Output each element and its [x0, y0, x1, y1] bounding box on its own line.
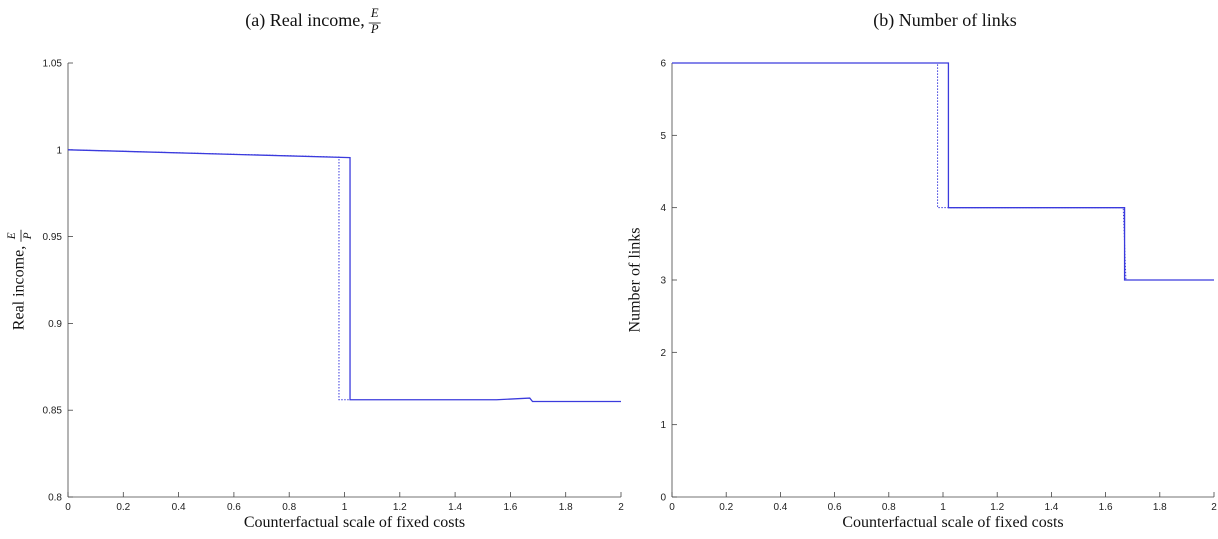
x-tick-label: 1 — [342, 502, 348, 513]
y-tick-label: 1.05 — [43, 59, 63, 70]
y-tick-label: 4 — [660, 203, 666, 214]
y-tick-label: 0.85 — [43, 406, 63, 417]
label-group: Number of links — [627, 228, 644, 333]
x-tick-label: 0 — [65, 502, 71, 513]
x-tick-label: 1.6 — [1099, 502, 1113, 513]
data-line — [67, 149, 621, 403]
label-text: (a) Real income, — [245, 10, 364, 31]
fraction-denominator: P — [22, 232, 34, 240]
label-group: Real income, E P — [6, 229, 34, 330]
x-tick-label: 1.4 — [448, 502, 462, 513]
fraction-denominator: P — [370, 22, 379, 36]
x-tick-label: 0.8 — [282, 502, 296, 513]
y-tick-label: 1 — [56, 145, 62, 156]
y-tick-label: 0.9 — [48, 319, 62, 330]
x-tick-label: 0 — [669, 502, 675, 513]
x-tick-label: 1.4 — [1044, 502, 1058, 513]
x-tick-label: 1.2 — [990, 502, 1004, 513]
x-tick-label: 1.8 — [1153, 502, 1167, 513]
x-tick-label: 1.6 — [503, 502, 517, 513]
x-tick-label: 0.8 — [882, 502, 896, 513]
y-tick-label: 0.95 — [43, 232, 63, 243]
x-tick-label: 2 — [1211, 502, 1217, 513]
x-tick-label: 0.6 — [828, 502, 842, 513]
label-text: (b) Number of links — [873, 10, 1016, 31]
x-tick-label: 1.2 — [393, 502, 407, 513]
label-text: Real income, — [11, 246, 28, 330]
y-tick-label: 6 — [660, 59, 666, 70]
x-tick-label: 2 — [618, 502, 624, 513]
x-tick-label: 0.2 — [116, 502, 130, 513]
label-group: (b) Number of links — [873, 10, 1016, 31]
fraction-numerator: E — [370, 6, 379, 20]
x-axis-label: Counterfactual scale of fixed costs — [842, 514, 1063, 531]
data-line — [672, 62, 1127, 281]
x-tick-label: 0.4 — [773, 502, 787, 513]
chart: (b) Number of links Counterfactual scale … — [627, 10, 1218, 531]
y-tick-label: 0.8 — [48, 493, 62, 504]
x-tick-label: 0.2 — [719, 502, 733, 513]
y-tick-label: 2 — [660, 348, 666, 359]
fraction-numerator: E — [6, 232, 18, 240]
data-line — [67, 149, 351, 401]
y-tick-label: 1 — [660, 420, 666, 431]
y-tick-label: 5 — [660, 131, 666, 142]
x-tick-label: 0.4 — [172, 502, 186, 513]
y-tick-label: 0 — [660, 493, 666, 504]
y-tick-label: 3 — [660, 276, 666, 287]
data-line — [672, 62, 1214, 281]
x-tick-label: 1.8 — [559, 502, 573, 513]
x-tick-label: 1 — [940, 502, 946, 513]
label-group: (a) Real income, EP — [245, 6, 381, 36]
x-axis-label: Counterfactual scale of fixed costs — [244, 514, 465, 531]
label-text: Number of links — [627, 228, 644, 333]
x-tick-label: 0.6 — [227, 502, 241, 513]
